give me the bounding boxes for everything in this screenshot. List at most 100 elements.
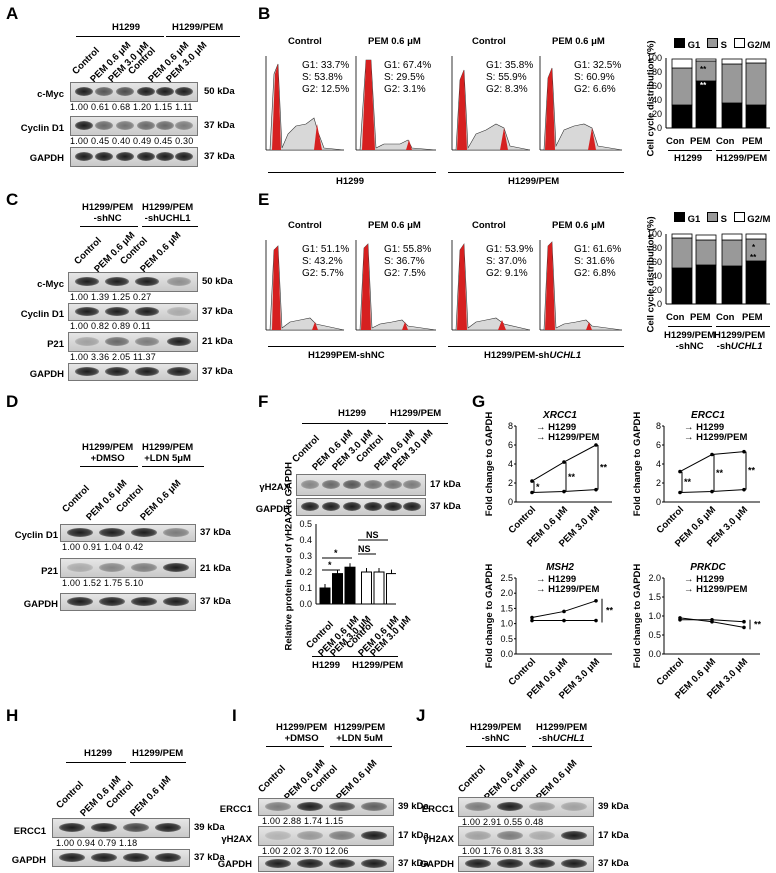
bar-cat: Con <box>666 136 685 147</box>
blot <box>60 593 196 611</box>
tick: 80 <box>652 243 662 253</box>
sig-star: ** <box>684 477 692 487</box>
group-line <box>716 326 770 327</box>
flow-histograms-e <box>265 240 623 331</box>
group-label: H1299/PEM -shNC <box>82 202 134 224</box>
group-line <box>532 746 592 747</box>
kda-label: 17 kDa <box>430 479 461 490</box>
bar-cat: Con <box>666 312 685 323</box>
tick: 0.1 <box>299 583 312 593</box>
y-axis-label: Fold change to GAPDH <box>632 412 643 517</box>
quant-values: 1.00 0.45 0.40 0.49 0.45 0.30 <box>70 136 194 146</box>
tick: 80 <box>652 67 662 77</box>
lane-label: Control <box>456 763 488 795</box>
sig-label: * <box>334 548 338 558</box>
lane-label: PEM 0.6 μM <box>334 757 380 803</box>
group-line <box>66 762 126 763</box>
histo-col-label: Control <box>472 220 506 231</box>
kda-label: 37 kDa <box>202 306 233 317</box>
point <box>678 469 682 474</box>
chart-title: PRKDC <box>690 562 726 573</box>
y-axis-label: Fold change to GAPDH <box>484 412 495 517</box>
kda-label: 37 kDa <box>598 858 629 869</box>
tick: 0 <box>657 299 662 309</box>
row-label: Cyclin D1 <box>20 309 64 320</box>
legend-h1299: → H1299 <box>536 574 576 585</box>
histo-group-label: H1299/PEM <box>508 176 560 187</box>
quant-values: 1.00 0.82 0.89 0.11 <box>70 321 151 331</box>
group-line <box>76 36 164 37</box>
row-label: P21 <box>47 339 64 350</box>
group-label: H1299/PEM -shUCHL1 <box>142 202 194 224</box>
panel-label-d: D <box>6 392 19 411</box>
kda-label: 37 kDa <box>204 151 235 162</box>
bar-cat: Con <box>716 312 735 323</box>
x-category: Control <box>654 656 686 688</box>
tick: 4 <box>508 459 513 469</box>
sig-star: ** <box>754 620 762 630</box>
panel-label-b: B <box>258 4 271 23</box>
kda-label: 37 kDa <box>430 501 461 512</box>
kda-label: 37 kDa <box>398 858 429 869</box>
tick: 0.3 <box>299 551 312 561</box>
kda-label: 37 kDa <box>200 596 231 607</box>
legend-h1299: → H1299 <box>536 422 576 433</box>
group-line <box>130 762 186 763</box>
panel-label-c: C <box>6 190 19 209</box>
legend-h1299pem: → H1299/PEM <box>536 584 599 595</box>
group-label: H1299/PEM <box>390 408 442 419</box>
tick: 1.5 <box>648 592 661 602</box>
group-line <box>352 656 398 657</box>
group-line <box>268 346 436 347</box>
bar <box>373 571 385 605</box>
panel-label-g: G <box>472 392 486 411</box>
line-chart-msh2: MSH2 Fold change to GAPDH 0.0 0.5 1.0 1.5 2.0 2… <box>482 560 626 710</box>
group-label: H1299/PEM +DMSO <box>82 442 134 464</box>
kda-label: 39 kDa <box>398 801 429 812</box>
line-chart-ercc1: ERCC1 Fold change to GAPDH 0 2 4 6 8 → H1299 → H… <box>630 408 774 558</box>
row-label: GAPDH <box>217 859 252 870</box>
kda-label: 39 kDa <box>194 822 225 833</box>
sig-star: ** <box>600 462 608 472</box>
blot <box>296 498 426 516</box>
kda-label: 37 kDa <box>200 527 231 538</box>
x-category: Control <box>506 656 538 688</box>
point <box>594 618 598 623</box>
bar-chart-f: 0.0 0.1 0.2 0.3 0.4 0.5 * * NS NS <box>299 520 396 609</box>
group-line <box>268 172 436 173</box>
row-label: Cyclin D1 <box>20 123 64 134</box>
group-line <box>142 466 204 467</box>
group-label: H1299/PEM -shUCHL1 <box>536 722 588 744</box>
quant-values: 1.00 2.02 3.70 12.06 <box>262 846 349 856</box>
blot <box>52 818 190 838</box>
row-label: Cyclin D1 <box>14 530 58 541</box>
tick: 2 <box>656 478 661 488</box>
tick: 2.0 <box>500 588 513 598</box>
row-label: γH2AX <box>221 834 252 845</box>
point <box>710 618 714 622</box>
lane-label: Control <box>256 763 288 795</box>
row-label: GAPDH <box>11 855 46 866</box>
tick: 6 <box>508 440 513 450</box>
group-line <box>716 150 770 151</box>
point <box>594 487 598 492</box>
row-label: GAPDH <box>29 369 64 380</box>
legend-h1299pem: → H1299/PEM <box>684 584 747 595</box>
blot <box>458 797 594 817</box>
sig-star: ** <box>750 253 757 262</box>
blot <box>68 363 198 381</box>
point <box>678 490 682 495</box>
sig-star: ** <box>606 606 614 616</box>
kda-label: 50 kDa <box>204 86 235 97</box>
stat-block: G1: 32.5% S: 60.9% G2: 6.6% <box>574 60 622 95</box>
row-label: ERCC1 <box>421 804 454 815</box>
tick: 0 <box>508 497 513 507</box>
tick: 8 <box>656 421 661 431</box>
group-label: H1299/PEM +LDN 5uM <box>334 722 386 744</box>
tick: 6 <box>656 440 661 450</box>
stacked-bar-b: 0 20 40 60 80 100 ** ** <box>648 54 770 133</box>
bar-cat: Con <box>716 136 735 147</box>
histo-group-label: H1299/PEM-shUCHL1 <box>484 350 582 361</box>
tick: 60 <box>652 257 662 267</box>
bar <box>344 566 356 605</box>
